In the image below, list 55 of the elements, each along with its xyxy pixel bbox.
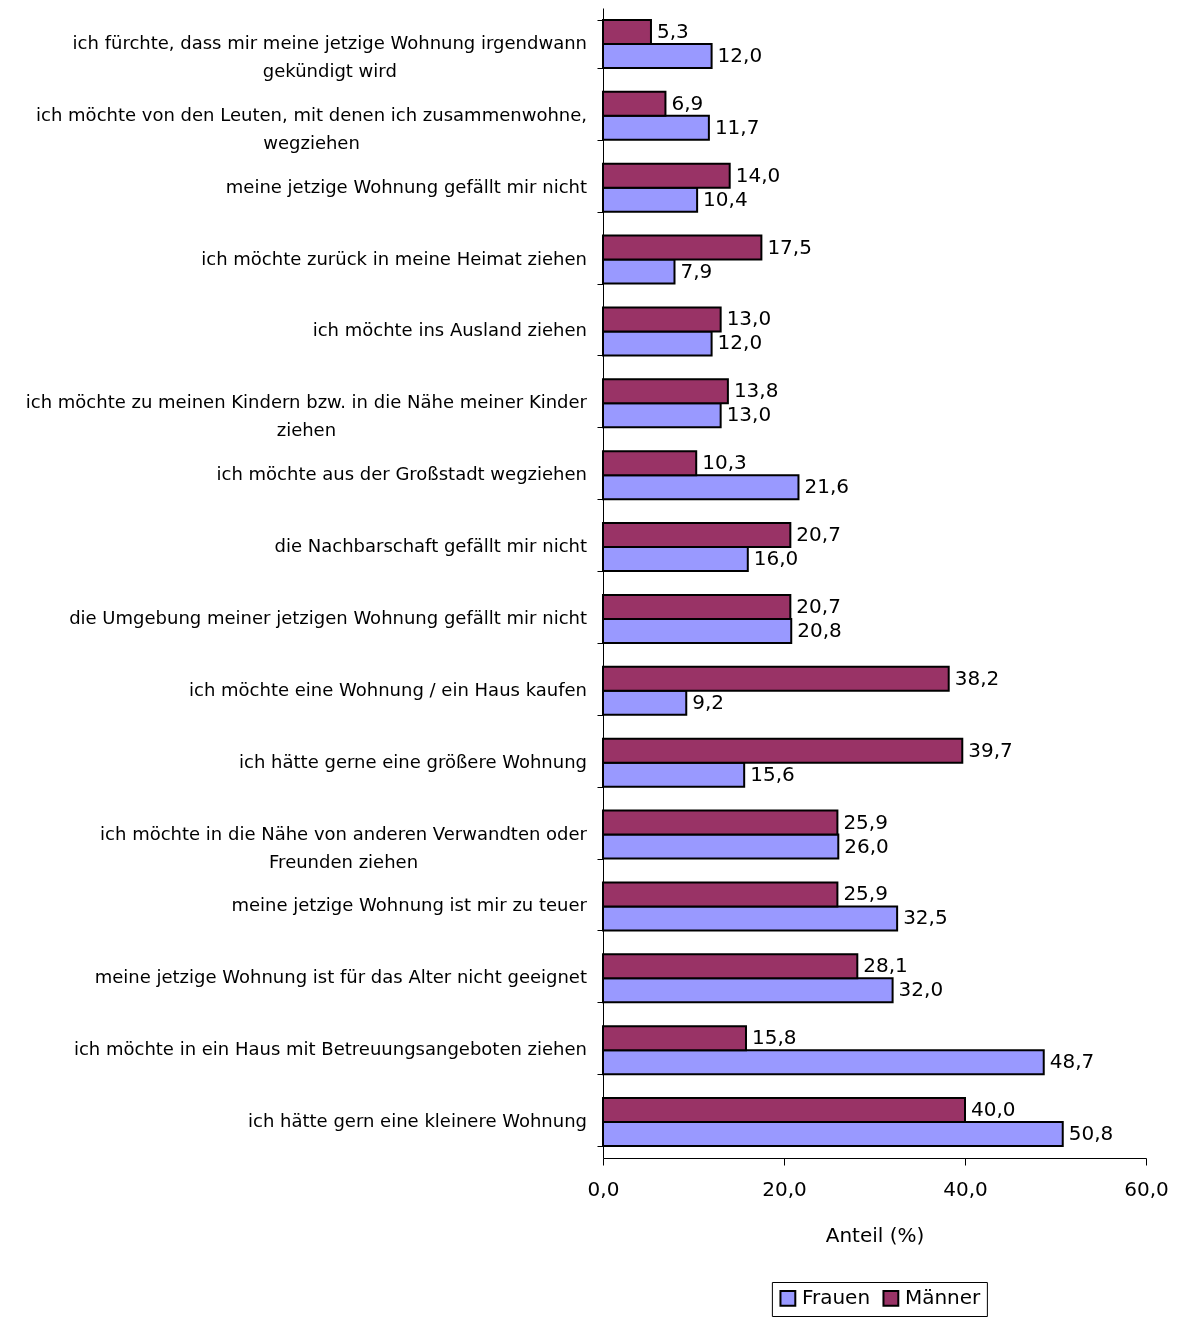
data-label: 39,7 [968,737,1013,762]
data-label: 9,2 [692,689,725,714]
y-tick-label: ich möchte von den Leuten, mit denen ich zusammenwohne, wegziehen [36,103,587,153]
y-tick-label: ich möchte eine Wohnung / ein Haus kaufen [189,678,587,700]
data-label: 13,0 [726,306,772,331]
y-tick-label: die Umgebung meiner jetzigen Wohnung gefällt mir nicht [69,606,588,628]
y-tick-label: meine jetzige Wohnung ist für das Alter nicht geeignet [94,966,587,988]
y-tick-label: ich möchte ins Ausland ziehen [312,319,587,341]
data-label: 38,2 [954,665,1000,690]
data-label: 21,6 [804,474,850,499]
x-tick-label: 60,0 [1124,1176,1169,1201]
data-label: 17,5 [767,234,812,259]
data-label: 20,8 [797,617,842,642]
data-label: 13,8 [733,378,779,403]
data-label: 32,5 [903,905,948,930]
data-label: 20,7 [796,593,841,618]
legend-label: Männer [904,1285,982,1310]
data-label: 14,0 [735,162,781,187]
x-tick-label: 20,0 [762,1176,807,1201]
data-label: 12,0 [717,42,763,67]
data-label: 28,1 [863,953,908,978]
data-label: 25,9 [843,809,888,834]
y-tick-label: ich hätte gern eine kleinere Wohnung [248,1110,587,1132]
data-label: 13,0 [726,402,772,427]
data-label: 6,9 [671,90,704,115]
y-tick-label: ich hätte gerne eine größere Wohnung [239,750,587,772]
y-tick-label: ich möchte aus der Großstadt wegziehen [216,463,588,485]
data-label: 5,3 [656,18,689,43]
y-tick-label: ich möchte in ein Haus mit Betreuungsangeboten ziehen [73,1038,588,1060]
data-label: 50,8 [1068,1121,1114,1146]
x-axis-title: Anteil (%) [825,1222,925,1247]
data-label: 20,7 [796,522,841,547]
y-tick-label: meine jetzige Wohnung gefällt mir nicht [225,175,587,197]
y-tick-label: ich möchte zu meinen Kindern bzw. in die Nähe meiner Kinder ziehen [25,391,588,441]
data-label: 16,0 [753,546,799,571]
data-label: 12,0 [717,330,763,355]
data-label: 48,7 [1049,1049,1095,1074]
data-label: 10,4 [703,186,748,211]
data-label: 25,9 [843,881,888,906]
y-tick-label: ich möchte zurück in meine Heimat ziehen [201,247,588,269]
data-label: 7,9 [680,258,713,283]
data-label: 15,8 [751,1025,797,1050]
data-label: 26,0 [844,833,889,858]
y-tick-label: meine jetzige Wohnung ist mir zu teuer [231,894,588,916]
y-tick-label: ich fürchte, dass mir meine jetzige Wohnung irgendwann gekündigt wird [72,31,587,81]
y-tick-label: die Nachbarschaft gefällt mir nicht [274,535,587,557]
data-label: 15,6 [750,761,795,786]
y-tick-label: ich möchte in die Nähe von anderen Verwandten oder Freunden ziehen [100,822,588,872]
data-label: 40,0 [971,1097,1016,1122]
data-label: 10,3 [702,450,747,475]
data-label: 32,0 [898,977,944,1002]
legend-label: Frauen [801,1285,871,1310]
x-tick-label: 0,0 [587,1176,620,1201]
x-tick-label: 40,0 [943,1176,988,1201]
data-label: 11,7 [714,114,760,139]
